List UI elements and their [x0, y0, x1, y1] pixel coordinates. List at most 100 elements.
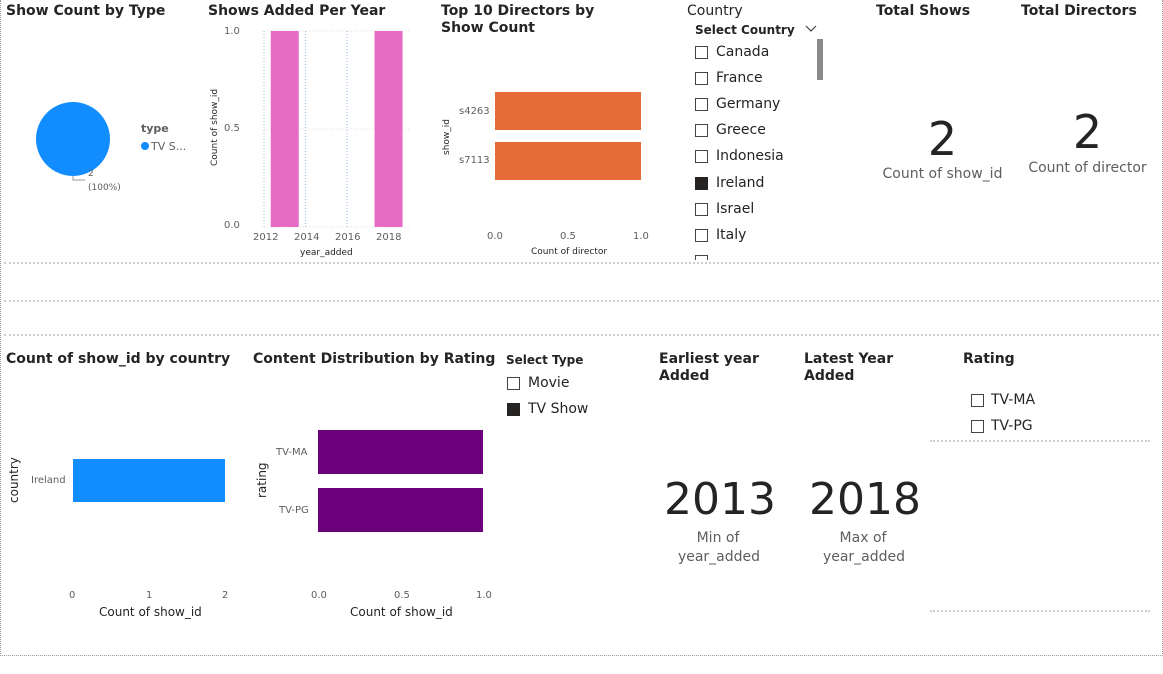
row-separator	[930, 440, 1150, 442]
slicer-scrollbar[interactable]	[817, 39, 823, 80]
visual-shows-per-year[interactable]: Shows Added Per Year Count of show_id 1.…	[205, 0, 430, 260]
y-tick: 0.0	[224, 220, 240, 231]
visual-rating-bar[interactable]: Content Distribution by Rating rating TV…	[248, 348, 498, 628]
checkbox-partial	[695, 255, 708, 260]
chevron-down-icon[interactable]	[805, 24, 817, 34]
row-separator	[4, 300, 1159, 302]
x-tick: 1.0	[633, 231, 649, 242]
bar-tv-pg[interactable]	[318, 488, 483, 532]
card-caption-line2: year_added	[822, 549, 906, 565]
pie-slice-tv-show	[36, 102, 110, 176]
card-total-shows[interactable]: Total Shows 2 Count of show_id	[870, 0, 1015, 260]
x-tick: 2016	[335, 232, 361, 243]
checkbox[interactable]	[695, 72, 708, 85]
x-axis-label: year_added	[300, 248, 353, 258]
x-tick: 0	[69, 590, 76, 601]
slicer-item-label: Ireland	[716, 175, 765, 191]
legend-label: TV S...	[151, 140, 187, 153]
slicer-item-label: TV Show	[528, 401, 589, 417]
checkbox[interactable]	[695, 203, 708, 216]
pie-data-label-count: 2	[88, 169, 94, 179]
bar-ireland[interactable]	[73, 459, 225, 502]
x-axis-label: Count of show_id	[350, 605, 453, 619]
rating-slicer[interactable]: Rating TV-MA TV-PG	[955, 348, 1145, 438]
category-label: Ireland	[31, 475, 66, 486]
slicer-item-label: Greece	[716, 122, 766, 138]
x-axis-label: Count of director	[531, 247, 608, 257]
type-slicer[interactable]: Select Type Movie TV Show	[500, 348, 640, 428]
y-tick: 0.5	[224, 123, 240, 134]
checkbox[interactable]	[695, 150, 708, 163]
pie-data-label-percent: (100%)	[88, 183, 121, 193]
card-latest-year[interactable]: Latest Year Added 2018 Max of year_added	[795, 348, 935, 598]
row-separator	[4, 262, 1159, 264]
card-earliest-year[interactable]: Earliest year Added 2013 Min of year_add…	[650, 348, 790, 598]
category-label: s7113	[459, 155, 490, 166]
visual-title: Show Count by Type	[6, 3, 166, 19]
x-tick: 2012	[253, 232, 279, 243]
bar-tv-ma[interactable]	[318, 430, 483, 474]
y-tick: 1.0	[224, 26, 240, 37]
slicer-item-label: Germany	[716, 96, 781, 112]
visual-top-directors[interactable]: Top 10 Directors by Show Count show_id s…	[437, 0, 667, 260]
x-tick: 1	[146, 590, 153, 601]
slicer-item-label: Canada	[716, 44, 770, 60]
slicer-item-label: Italy	[716, 227, 747, 243]
slicer-title: Select Type	[506, 353, 584, 367]
x-tick: 0.5	[394, 590, 410, 601]
card-value: 2013	[664, 474, 776, 525]
pie-chart-svg	[36, 102, 110, 181]
year-bars-svg	[263, 30, 409, 228]
visual-title: Shows Added Per Year	[208, 3, 386, 19]
x-tick: 0.0	[487, 231, 503, 242]
bar-s4263[interactable]	[495, 92, 641, 130]
checkbox[interactable]	[695, 98, 708, 111]
checkbox-checked[interactable]	[507, 403, 520, 416]
legend-title: type	[141, 122, 169, 135]
checkbox[interactable]	[971, 420, 984, 433]
row-separator	[4, 334, 1159, 336]
card-title: Earliest year Added	[659, 351, 759, 384]
card-value: 2018	[809, 474, 921, 525]
checkbox[interactable]	[695, 46, 708, 59]
visual-country-bar[interactable]: Count of show_id by country country Irel…	[0, 348, 240, 628]
bar-s7113[interactable]	[495, 142, 641, 180]
rating-bars-svg	[318, 430, 483, 532]
visual-title: Count of show_id by country	[6, 351, 231, 367]
bar-year-2013[interactable]	[270, 31, 299, 227]
x-tick: 2018	[376, 232, 402, 243]
checkbox[interactable]	[971, 394, 984, 407]
card-title: Total Directors	[1021, 3, 1137, 19]
card-caption-line2: year_added	[677, 549, 761, 565]
card-caption-line1: Min of	[696, 530, 740, 546]
legend-marker	[141, 142, 149, 150]
bar-year-2018[interactable]	[374, 31, 403, 227]
checkbox[interactable]	[695, 229, 708, 242]
legend-item-tv-show[interactable]: TV S...	[141, 140, 186, 153]
director-bars-svg	[495, 92, 641, 180]
checkbox[interactable]	[695, 124, 708, 137]
country-bars-svg	[73, 459, 225, 502]
slicer-item-label: TV-MA	[991, 392, 1036, 408]
x-tick: 0.0	[311, 590, 327, 601]
x-tick: 0.5	[560, 231, 576, 242]
x-axis-label: Count of show_id	[99, 605, 202, 619]
slicer-title: Country	[687, 3, 743, 19]
card-value: 2	[927, 112, 958, 166]
x-tick: 2	[222, 590, 229, 601]
country-slicer[interactable]: Country Select Country Canada France Ger…	[685, 0, 835, 260]
slicer-item-label: TV-PG	[991, 418, 1033, 434]
category-label: s4263	[459, 106, 490, 117]
visual-type-pie[interactable]: Show Count by Type 2 (100%) type TV S...	[0, 0, 200, 260]
checkbox-checked[interactable]	[695, 177, 708, 190]
category-label: TV-PG	[279, 505, 309, 516]
checkbox[interactable]	[507, 377, 520, 390]
slicer-header[interactable]: Select Country	[695, 23, 795, 37]
card-caption-line1: Max of	[839, 530, 887, 546]
category-label: TV-MA	[276, 447, 308, 458]
card-title: Latest Year Added	[804, 351, 894, 384]
card-total-directors[interactable]: Total Directors 2 Count of director	[1015, 0, 1160, 260]
pie-leader-line	[72, 176, 85, 181]
visual-title: Content Distribution by Rating	[253, 351, 496, 367]
x-tick: 2014	[294, 232, 320, 243]
